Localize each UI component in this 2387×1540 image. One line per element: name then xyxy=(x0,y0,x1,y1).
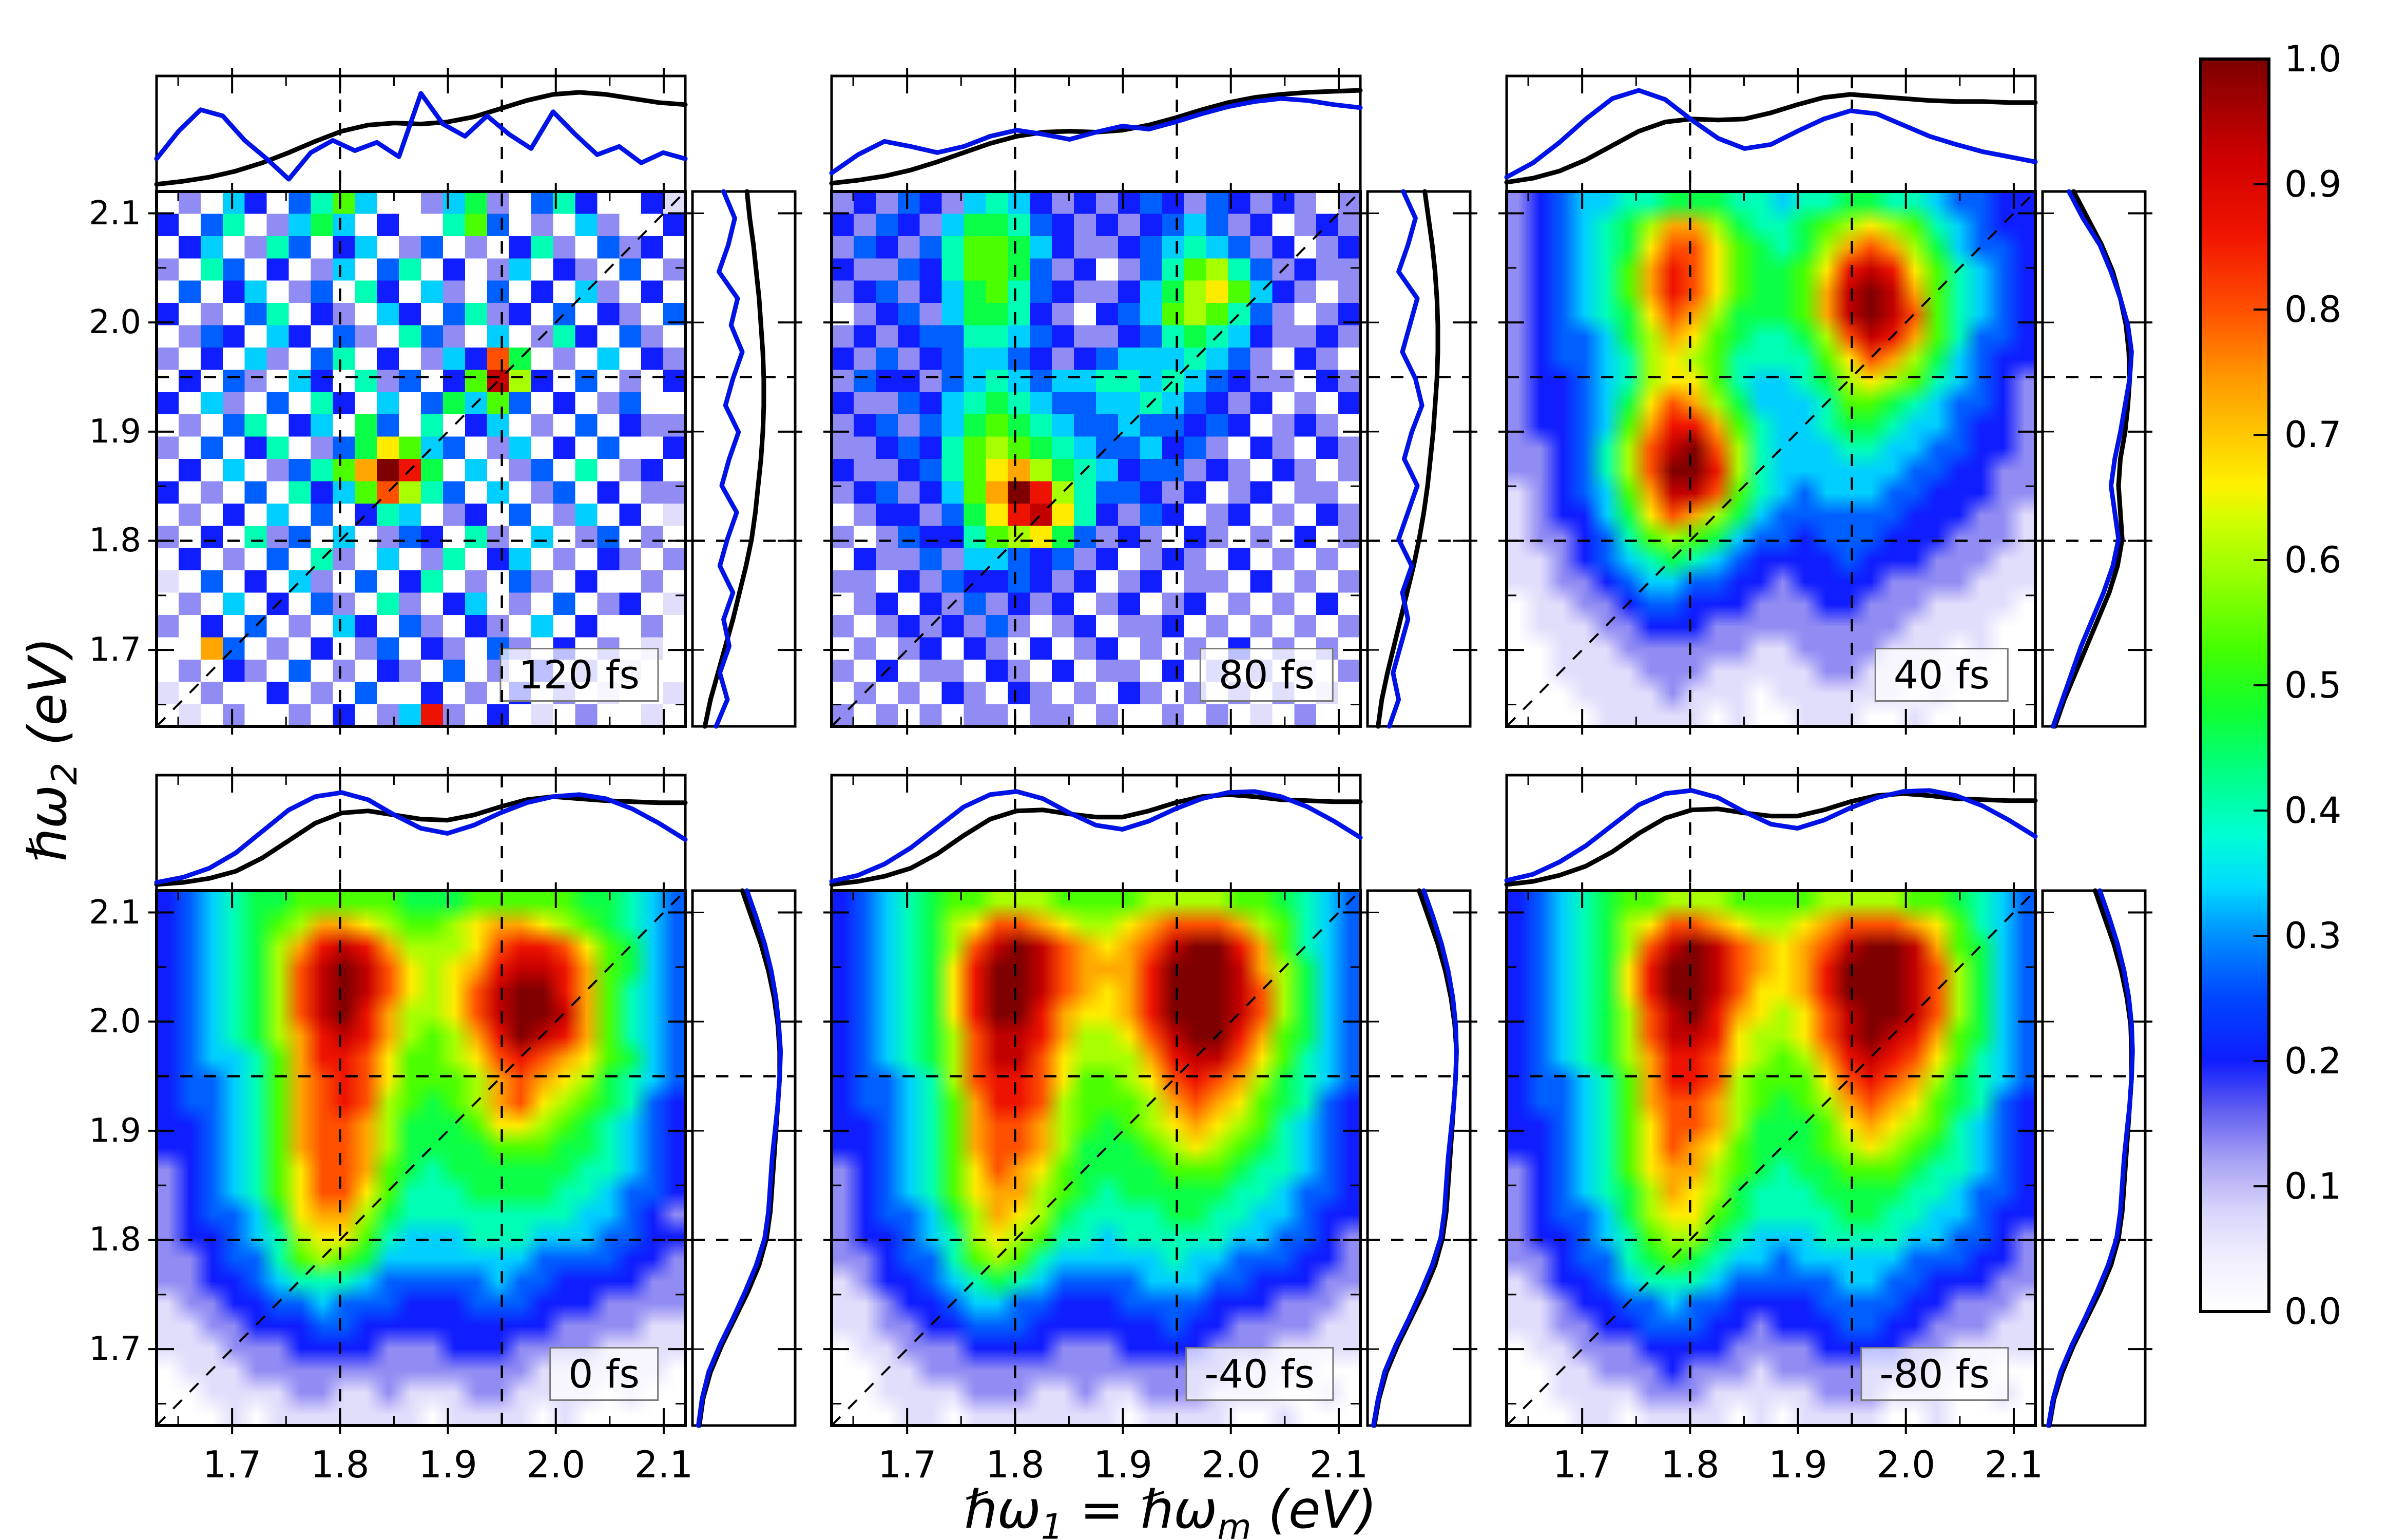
colorbar-tick-label: 0.1 xyxy=(2284,1165,2342,1207)
top-marginal-blue-curve xyxy=(1504,88,2038,180)
time-delay-badge: -40 fs xyxy=(1185,1347,1334,1401)
top-marginal-black-curve xyxy=(154,90,688,187)
diagonal-guide xyxy=(831,890,1361,1427)
diagonal-guide xyxy=(1506,890,2036,1427)
time-delay-badge: 0 fs xyxy=(549,1347,659,1401)
y-tick-label: 1.7 xyxy=(89,1330,141,1369)
x-tick-label: 2.0 xyxy=(1201,1443,1261,1486)
x-axis-label: ℏω1 = ℏωm (eV) xyxy=(964,1479,1377,1540)
right-marginal-blue-curve xyxy=(696,888,783,1428)
x-axis-label-mid: = ℏω xyxy=(1063,1479,1218,1540)
colorbar-tick-label: 0.4 xyxy=(2284,790,2342,832)
colorbar-tick-label: 0.6 xyxy=(2284,539,2342,581)
diagonal-guide xyxy=(831,190,1361,727)
top-marginal-frame xyxy=(1505,774,2037,892)
right-marginal-blue-curve xyxy=(2046,888,2135,1428)
y-tick-label: 1.8 xyxy=(89,522,141,560)
top-marginal-frame xyxy=(1505,74,2037,193)
top-marginal-frame xyxy=(155,74,687,193)
y-tick-label: 2.0 xyxy=(89,1003,141,1041)
x-tick-label: 2.1 xyxy=(634,1443,694,1486)
top-marginal-black-curve xyxy=(829,792,1363,887)
top-marginal-frame xyxy=(830,74,1362,193)
x-tick-label: 1.8 xyxy=(986,1443,1045,1486)
top-marginal-black-curve xyxy=(1504,92,2038,185)
y-tick-label: 2.0 xyxy=(89,303,141,342)
colorbar-tick-label: 0.3 xyxy=(2284,915,2342,957)
colorbar-tick-label: 0.5 xyxy=(2284,664,2342,706)
y-tick-label: 1.9 xyxy=(89,412,141,451)
top-marginal-black-curve xyxy=(1504,791,2038,887)
right-marginal-black-curve xyxy=(1372,888,1459,1428)
x-tick-label: 1.7 xyxy=(877,1443,937,1486)
top-marginal-blue-curve xyxy=(829,789,1363,884)
top-marginal-black-curve xyxy=(154,794,688,887)
x-tick-label: 1.9 xyxy=(1768,1443,1827,1486)
y-tick-label: 1.7 xyxy=(89,631,141,669)
right-marginal-blue-curve xyxy=(1371,888,1459,1428)
y-tick-label: 1.9 xyxy=(89,1111,141,1150)
x-axis-label-sub1: 1 xyxy=(1041,1507,1064,1540)
right-marginal-blue-curve xyxy=(1387,189,1424,729)
colorbar-tick-label: 0.8 xyxy=(2284,288,2342,331)
right-marginal-blue-curve xyxy=(2051,189,2134,729)
top-marginal-frame xyxy=(155,774,687,892)
right-marginal-frame xyxy=(2041,190,2147,728)
x-tick-label: 1.7 xyxy=(1552,1443,1612,1486)
colorbar-tick-label: 0.9 xyxy=(2284,163,2342,205)
diagonal-guide xyxy=(156,190,686,727)
time-delay-badge: 40 fs xyxy=(1874,648,2009,702)
top-marginal-blue-curve xyxy=(1504,788,2038,883)
top-marginal-frame xyxy=(830,774,1362,892)
x-tick-label: 1.7 xyxy=(202,1443,262,1486)
colorbar-tick-label: 1.0 xyxy=(2284,38,2342,80)
time-delay-badge: 120 fs xyxy=(499,648,659,702)
x-tick-label: 2.1 xyxy=(1309,1443,1369,1486)
top-marginal-black-curve xyxy=(829,88,1363,186)
right-marginal-frame xyxy=(2041,889,2147,1427)
x-tick-label: 2.1 xyxy=(1984,1443,2044,1486)
x-axis-label-sub2: m xyxy=(1217,1507,1252,1540)
right-marginal-frame xyxy=(1366,190,1472,728)
right-marginal-frame xyxy=(691,190,797,728)
right-marginal-blue-curve xyxy=(714,189,745,729)
y-tick-label: 2.1 xyxy=(89,194,141,233)
x-tick-label: 2.0 xyxy=(1876,1443,1936,1486)
colorbar-tick-label: 0.7 xyxy=(2284,414,2342,456)
x-axis-label-post: (eV) xyxy=(1251,1479,1377,1540)
right-marginal-frame xyxy=(691,889,797,1427)
x-tick-label: 1.9 xyxy=(1093,1443,1152,1486)
right-marginal-black-curve xyxy=(2052,189,2132,729)
diagonal-guide xyxy=(156,890,686,1427)
time-delay-badge: -80 fs xyxy=(1860,1347,2009,1401)
right-marginal-black-curve xyxy=(2047,888,2134,1428)
x-tick-label: 2.0 xyxy=(526,1443,586,1486)
time-delay-badge: 80 fs xyxy=(1199,648,1334,702)
y-tick-label: 1.8 xyxy=(89,1221,141,1259)
top-marginal-blue-curve xyxy=(829,96,1363,176)
x-axis-label-pre: ℏω xyxy=(964,1479,1041,1540)
top-marginal-blue-curve xyxy=(154,790,688,885)
right-marginal-black-curve xyxy=(1376,189,1440,729)
right-marginal-black-curve xyxy=(697,888,782,1428)
x-tick-label: 1.8 xyxy=(311,1443,370,1486)
colorbar-tick-label: 0.0 xyxy=(2284,1291,2342,1333)
right-marginal-frame xyxy=(1366,889,1472,1427)
x-tick-label: 1.8 xyxy=(1661,1443,1720,1486)
x-tick-label: 1.9 xyxy=(418,1443,477,1486)
diagonal-guide xyxy=(1506,190,2036,727)
colorbar-tick-label: 0.2 xyxy=(2284,1040,2342,1082)
top-marginal-blue-curve xyxy=(154,91,688,182)
y-tick-label: 2.1 xyxy=(89,893,141,932)
right-marginal-black-curve xyxy=(702,189,766,729)
